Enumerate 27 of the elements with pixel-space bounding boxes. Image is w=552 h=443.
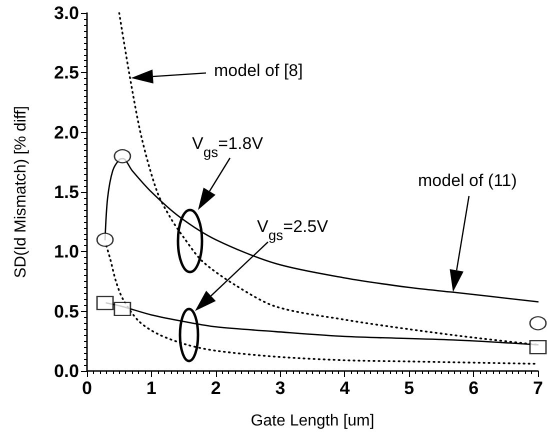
x-tick-label: 2 (210, 378, 221, 398)
x-tick-label: 0 (82, 378, 92, 398)
y-tick-label: 2.5 (54, 62, 79, 83)
annotation: V$_{gs}$=2.5V (257, 217, 329, 243)
y-axis-title: SD(Id Mismatch) [% diff] (12, 106, 30, 278)
point (114, 149, 132, 164)
x-tick-label: 5 (404, 378, 414, 398)
point (96, 296, 114, 310)
y-tick-label: 0.0 (54, 361, 79, 381)
y-tick-label: 3.0 (54, 3, 79, 23)
annotation: model of [8] (214, 61, 303, 80)
y-tick-label: 2.0 (54, 122, 79, 142)
annotation: V$_{gs}$=1.8V (192, 134, 264, 160)
x-tick-label: 3 (275, 378, 286, 398)
x-axis-title: Gate Length [um] (250, 412, 374, 430)
y-tick-label: 1.5 (54, 182, 79, 202)
x-tick-label: 7 (532, 378, 544, 398)
annotation: model of (11) (418, 171, 517, 190)
x-tick-label: 4 (340, 378, 350, 398)
point (96, 232, 114, 247)
point (114, 302, 132, 316)
point (529, 316, 547, 330)
y-tick-label: 0.5 (54, 301, 79, 322)
x-tick-label: 1 (146, 378, 156, 398)
point (529, 340, 547, 354)
y-tick-label: 1.0 (54, 242, 79, 262)
x-tick-label: 6 (468, 378, 479, 398)
